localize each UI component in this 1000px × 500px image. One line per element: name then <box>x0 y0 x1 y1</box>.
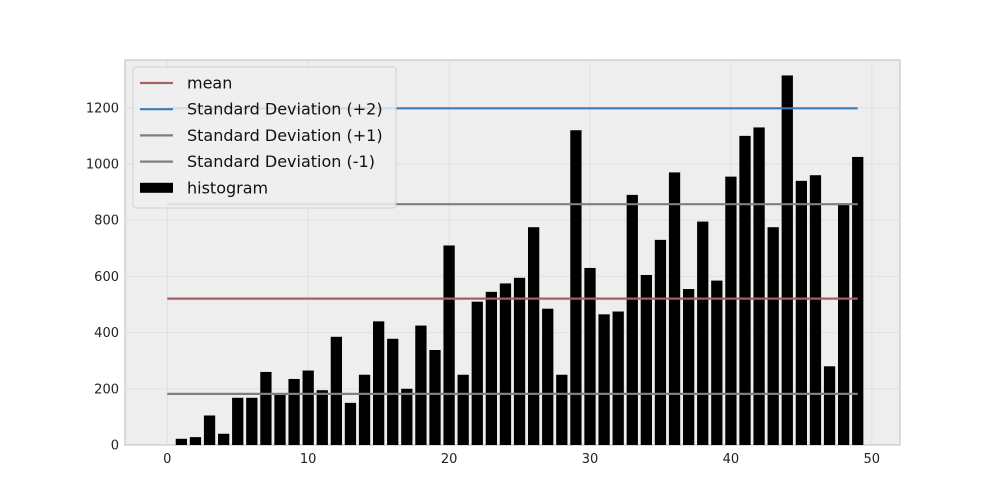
histogram-bar <box>556 374 568 445</box>
x-tick-label: 30 <box>582 452 599 467</box>
x-tick-label: 10 <box>300 452 317 467</box>
legend-label-histogram: histogram <box>187 178 268 197</box>
histogram-bar <box>654 239 667 445</box>
histogram-bar <box>781 75 793 445</box>
histogram-bar <box>373 321 385 445</box>
histogram-bar <box>203 415 216 445</box>
histogram-bar <box>725 176 737 445</box>
legend-box <box>132 66 397 209</box>
histogram-bar <box>316 390 328 445</box>
legend-label-standard-deviation-1: Standard Deviation (-1) <box>187 152 375 171</box>
histogram-bar <box>471 301 483 445</box>
x-tick-label: 0 <box>163 452 171 467</box>
y-tick-label: 1000 <box>86 157 119 172</box>
y-tick-label: 800 <box>94 214 119 229</box>
histogram-bar <box>260 371 272 445</box>
histogram-bar <box>485 291 497 445</box>
histogram-bar <box>513 277 526 445</box>
legend-swatch-histogram <box>140 182 173 193</box>
histogram-bar <box>330 336 342 445</box>
histogram-bar <box>683 289 695 445</box>
histogram-bar <box>415 325 427 445</box>
histogram-bar <box>358 374 371 445</box>
histogram-bar <box>443 245 455 445</box>
legend-label-standard-deviation-1: Standard Deviation (+1) <box>187 126 383 145</box>
y-tick-label: 0 <box>111 439 119 454</box>
histogram-bar <box>584 267 596 445</box>
histogram-bar <box>753 127 765 446</box>
histogram-bar <box>189 437 202 445</box>
x-tick-label: 20 <box>441 452 458 467</box>
y-tick-label: 600 <box>94 270 119 285</box>
histogram-bar <box>175 438 187 445</box>
histogram-bar <box>528 227 540 445</box>
histogram-bar <box>429 350 441 445</box>
histogram-bar <box>387 338 399 445</box>
y-tick-label: 1200 <box>86 101 119 116</box>
x-tick-label: 40 <box>723 452 740 467</box>
y-axis: 0 200 400 600 800 1000 1200 <box>86 101 119 453</box>
legend: mean Standard Deviation (+2) Standard Devi… <box>132 66 397 209</box>
y-tick-label: 400 <box>94 326 119 341</box>
histogram-bar <box>457 374 469 445</box>
histogram-bar <box>612 311 624 445</box>
legend-label-mean: mean <box>187 74 232 93</box>
histogram-bar <box>570 130 582 445</box>
histogram-bar <box>401 388 413 445</box>
histogram-bar <box>697 221 709 445</box>
histogram-bar <box>288 378 300 445</box>
histogram-bar <box>246 397 258 445</box>
histogram-bar <box>218 433 230 445</box>
histogram-bar <box>767 227 779 445</box>
histogram-bar <box>344 402 357 445</box>
legend-label-standard-deviation-2: Standard Deviation (+2) <box>187 100 383 119</box>
histogram-bar <box>739 135 751 445</box>
histogram-bar <box>598 314 610 445</box>
histogram-bar <box>823 366 836 445</box>
histogram-bar <box>809 175 822 445</box>
x-axis: 0 10 20 30 40 50 <box>163 452 880 467</box>
bar-series <box>175 75 864 446</box>
histogram-bar <box>499 283 512 445</box>
histogram-bar <box>795 180 807 445</box>
histogram-bar <box>668 172 681 445</box>
x-tick-label: 50 <box>864 452 881 467</box>
histogram-bar <box>274 394 286 445</box>
histogram-bar <box>838 203 850 445</box>
histogram-bar <box>711 280 723 445</box>
histogram-bar <box>852 156 864 445</box>
histogram-bar <box>626 194 638 445</box>
histogram-bar <box>542 308 554 445</box>
histogram-bar <box>302 370 314 445</box>
histogram-bar <box>232 397 244 445</box>
y-tick-label: 200 <box>94 382 119 397</box>
histogram-bar <box>640 274 652 445</box>
